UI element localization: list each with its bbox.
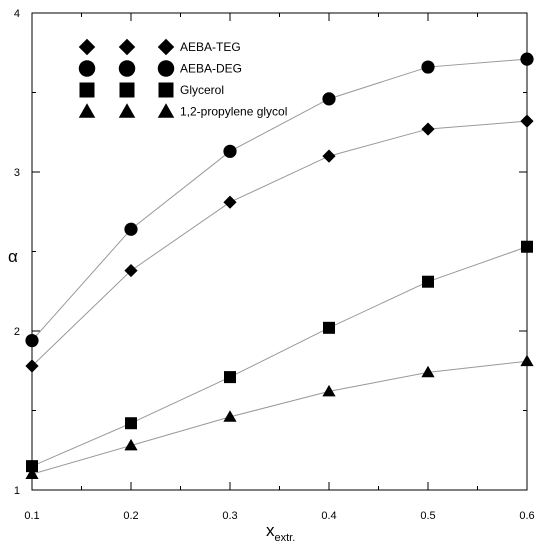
legend-marker xyxy=(157,38,175,56)
data-point xyxy=(125,417,137,430)
series-line xyxy=(31,58,528,341)
legend-entry: 1,2-propylene glycol xyxy=(78,103,287,119)
y-tick-label: 2 xyxy=(14,326,20,338)
data-point xyxy=(322,384,336,397)
legend-marker xyxy=(157,103,175,118)
plot-frame xyxy=(31,12,528,491)
x-tick-label: 0.1 xyxy=(24,510,39,522)
series-line xyxy=(31,120,528,367)
legend-marker xyxy=(78,60,96,77)
data-point xyxy=(26,460,38,473)
legend-marker xyxy=(78,38,96,56)
x-axis-label: xextr. xyxy=(266,521,295,544)
data-point xyxy=(520,52,534,66)
series-aeba-teg xyxy=(25,114,534,373)
data-point xyxy=(421,122,435,136)
series-layer xyxy=(25,52,534,480)
data-point xyxy=(421,365,435,378)
legend-label: AEBA-TEG xyxy=(180,40,241,54)
legend-label: AEBA-DEG xyxy=(180,62,242,76)
x-tick-label: 0.4 xyxy=(321,510,336,522)
legend-marker xyxy=(118,38,136,56)
series-1-2-propylene-glycol xyxy=(25,354,534,480)
y-tick-label: 3 xyxy=(14,167,20,179)
data-point xyxy=(520,114,534,128)
data-point xyxy=(322,92,336,106)
data-point xyxy=(124,222,138,236)
data-point xyxy=(124,438,138,451)
data-point xyxy=(25,467,39,480)
legend-marker xyxy=(118,60,136,77)
series-line xyxy=(31,360,528,475)
data-point xyxy=(224,371,236,384)
y-tick-label: 1 xyxy=(14,485,20,497)
y-tick-label: 4 xyxy=(14,8,20,20)
x-tick-label: 0.6 xyxy=(519,510,534,522)
x-tick-label: 0.3 xyxy=(222,510,237,522)
data-point xyxy=(322,149,336,163)
legend-marker xyxy=(119,82,135,98)
data-point xyxy=(223,195,237,209)
data-point xyxy=(323,321,335,334)
legend-entry: AEBA-TEG xyxy=(78,38,241,56)
x-tick-label: 0.2 xyxy=(123,510,138,522)
series-aeba-deg xyxy=(25,52,534,348)
legend-label: Glycerol xyxy=(180,83,224,97)
legend: AEBA-TEG AEBA-DEG Glycerol 1,2-propylene gl… xyxy=(78,38,287,119)
x-axis-label-subscript: extr. xyxy=(275,532,296,544)
data-point xyxy=(25,333,39,348)
series-line xyxy=(31,246,528,467)
legend-entry: Glycerol xyxy=(79,82,224,98)
data-point xyxy=(521,240,533,253)
series-glycerol xyxy=(26,240,533,473)
x-axis-label-main: x xyxy=(266,521,275,540)
data-point xyxy=(25,359,39,373)
data-point xyxy=(520,354,534,367)
legend-marker xyxy=(78,103,96,118)
legend-entry: AEBA-DEG xyxy=(78,60,242,77)
legend-label: 1,2-propylene glycol xyxy=(180,105,287,119)
legend-marker xyxy=(158,82,174,98)
data-point xyxy=(422,275,434,288)
y-axis-label: α xyxy=(8,247,18,266)
legend-marker xyxy=(79,82,95,98)
data-point xyxy=(223,410,237,422)
legend-marker xyxy=(118,103,136,118)
data-point xyxy=(223,144,237,158)
data-point xyxy=(421,60,435,74)
x-tick-label: 0.5 xyxy=(420,510,435,522)
legend-marker xyxy=(157,60,175,77)
data-point xyxy=(124,263,138,278)
